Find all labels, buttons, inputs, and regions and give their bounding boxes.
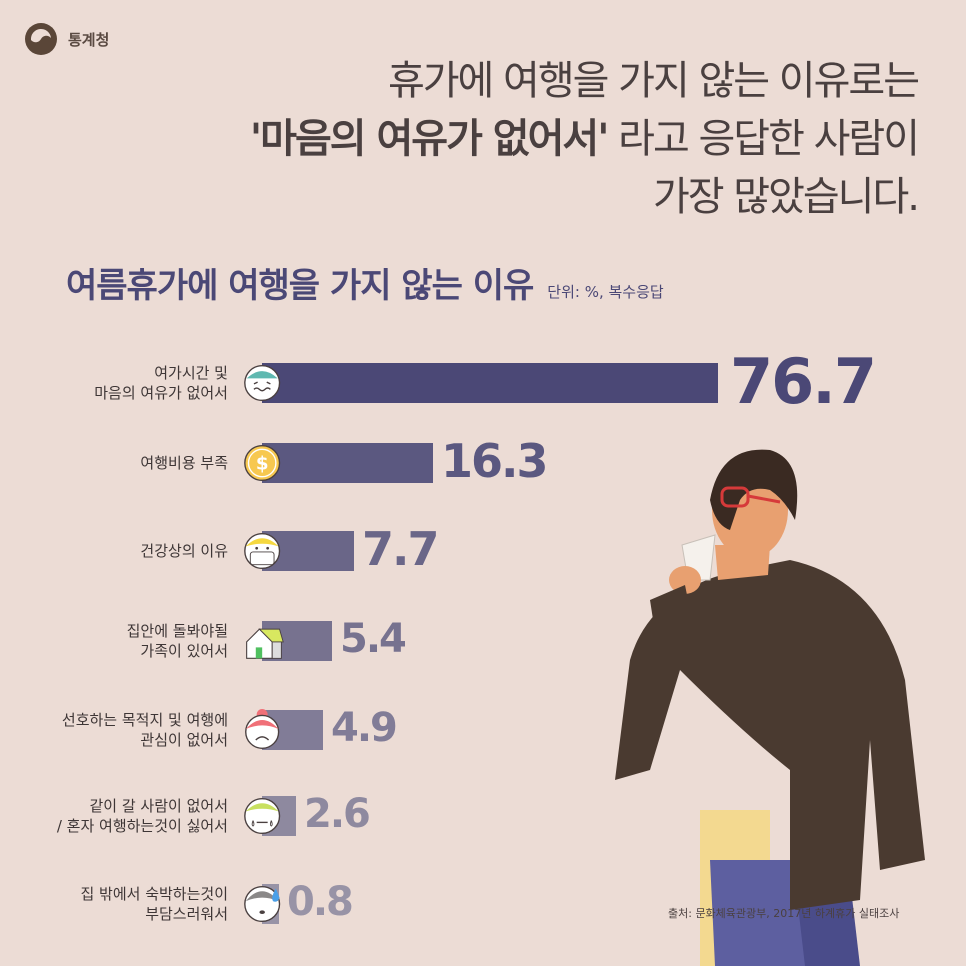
data-label: 2.6	[304, 791, 371, 838]
category-label: 여가시간 및 마음의 여유가 없어서	[94, 364, 228, 402]
headline-emphasis: '마음의 여유가 없어서'	[249, 116, 610, 162]
headline-line1: 휴가에 여행을 가지 않는 이유로는	[387, 58, 920, 104]
brand-logo: 통계청	[24, 22, 109, 56]
category-label: 건강상의 이유	[140, 542, 228, 560]
worried-face-rain-icon	[244, 364, 281, 402]
headline-line2: 라고 응답한 사람이	[607, 116, 920, 162]
category-label: 같이 갈 사람이 없어서 / 혼자 여행하는것이 싫어서	[56, 797, 228, 835]
man-drinking-illustration	[615, 449, 925, 966]
data-label: 4.9	[331, 705, 398, 752]
category-label: 집 밖에서 숙박하는것이 부담스러워서	[80, 885, 228, 923]
headline-line3: 가장 많았습니다.	[652, 174, 920, 220]
sweating-face-icon	[244, 885, 281, 923]
headline: 휴가에 여행을 가지 않는 이유로는 '마음의 여유가 없어서' 라고 응답한 …	[249, 52, 920, 226]
data-label: 7.7	[362, 522, 439, 577]
brand-name: 통계청	[68, 30, 110, 49]
category-label: 여행비용 부족	[140, 454, 228, 472]
bar	[262, 443, 433, 483]
chart-title: 여름휴가에 여행을 가지 않는 이유	[66, 266, 534, 306]
government-emblem-icon	[25, 23, 57, 55]
dollar-coin-icon: $	[244, 444, 281, 482]
data-label: 5.4	[340, 616, 407, 663]
source-note: 출처: 문화체육관광부, 2017년 하계휴가 실태조사	[668, 907, 900, 920]
data-label: 0.8	[287, 879, 354, 926]
data-label: 16.3	[441, 434, 548, 489]
house-icon	[246, 628, 284, 659]
category-label: 집안에 돌봐야될 가족이 있어서	[126, 622, 228, 660]
sad-face-beanie-icon	[245, 709, 280, 749]
chart-header: 여름휴가에 여행을 가지 않는 이유 단위: %, 복수응답	[66, 258, 664, 307]
crying-face-icon	[244, 797, 281, 835]
masked-face-icon	[244, 532, 281, 570]
data-label: 76.7	[730, 344, 877, 418]
chart-unit: 단위: %, 복수응답	[547, 283, 664, 301]
bar	[262, 363, 718, 403]
svg-text:$: $	[256, 453, 269, 474]
category-label: 선호하는 목적지 및 여행에 관심이 없어서	[61, 711, 228, 749]
